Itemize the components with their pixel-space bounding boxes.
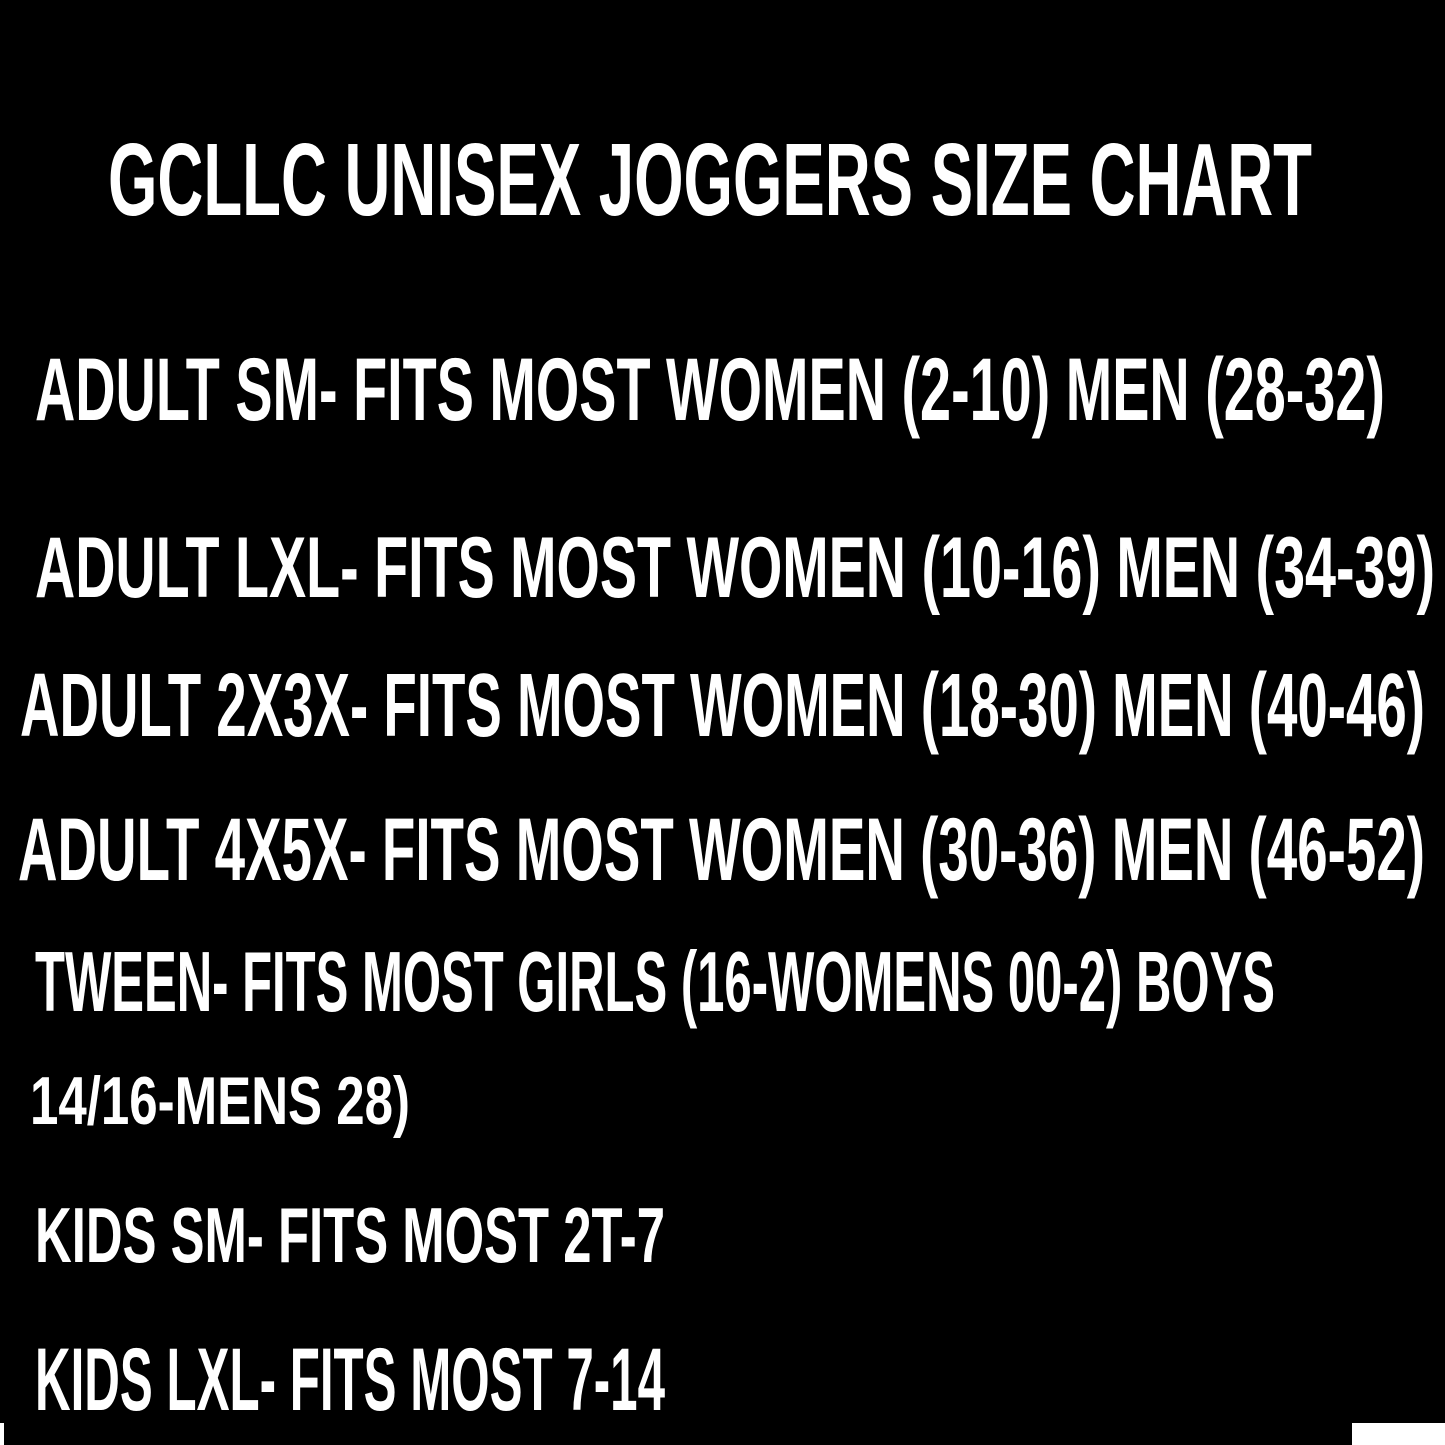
edge-strip-left: [0, 1423, 4, 1445]
page-title: GCLLC UNISEX JOGGERS SIZE CHART: [108, 122, 1312, 237]
size-tween: TWEEN- FITS MOST GIRLS (16-WOMENS 00-2) …: [35, 935, 1275, 1030]
size-kids-sm: KIDS SM- FITS MOST 2T-7: [35, 1191, 665, 1279]
size-tween-continued: 14/16-MENS 28): [30, 1063, 410, 1139]
size-adult-lxl: ADULT LXL- FITS MOST WOMEN (10-16) MEN (…: [35, 520, 1435, 616]
size-adult-2x3x: ADULT 2X3X- FITS MOST WOMEN (18-30) MEN …: [20, 656, 1425, 756]
size-adult-4x5x: ADULT 4X5X- FITS MOST WOMEN (30-36) MEN …: [18, 799, 1425, 899]
edge-strip-right: [1352, 1423, 1445, 1445]
size-adult-sm: ADULT SM- FITS MOST WOMEN (2-10) MEN (28…: [35, 339, 1385, 439]
size-kids-lxl: KIDS LXL- FITS MOST 7-14: [35, 1329, 665, 1429]
